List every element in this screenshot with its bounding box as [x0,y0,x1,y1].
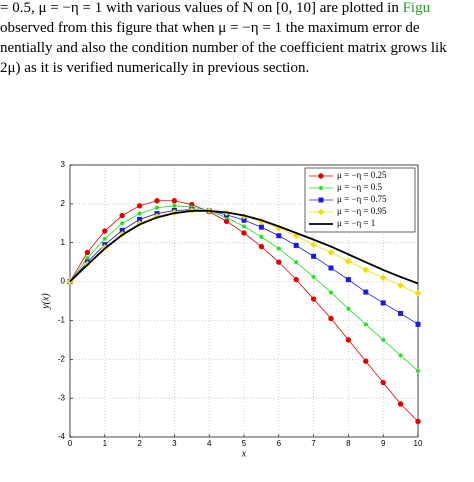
data-point [397,401,404,407]
data-point [363,289,369,295]
series-line [69,209,419,285]
text-line: nentially and also the condition number … [0,40,447,56]
y-tick-label: 3 [61,160,66,169]
data-point [84,249,91,256]
y-tick-label: -2 [58,354,66,363]
data-point [379,274,387,281]
legend-label: μ = −η = 1 [337,218,375,228]
text: = 0.5, μ = −η = 1 with various values of… [0,0,403,16]
data-point [415,368,421,374]
data-point [224,215,229,220]
data-point [346,306,351,311]
x-tick-label: 5 [242,439,247,448]
legend-marker [317,208,325,216]
y-tick-label: -4 [58,432,66,441]
data-point [241,230,247,236]
data-point [154,205,160,210]
data-point [414,289,422,297]
data-point [171,198,178,204]
data-point [363,322,368,327]
data-point [328,315,334,322]
data-point [137,211,142,216]
data-point [119,212,125,219]
data-point [327,249,335,256]
data-point [136,203,143,209]
data-point [85,256,90,261]
text-line: = 0.5, μ = −η = 1 with various values of… [0,0,430,17]
y-tick-label: 0 [61,277,66,286]
text-line: observed from this figure that when μ = … [0,20,420,36]
data-point [363,358,369,364]
data-point [345,258,352,265]
y-tick-label: 2 [61,199,66,208]
data-point [293,276,299,283]
plot-frame [69,164,419,438]
data-point [172,203,177,208]
x-tick-label: 2 [137,439,142,448]
legend: μ = −η = 0.25 μ = −η = 0.5 μ = −η = 0.75 μ … [304,167,416,233]
y-tick-label: 1 [61,238,66,247]
x-axis-label: x [241,448,247,459]
legend-marker [318,197,324,203]
data-point [380,379,386,386]
x-tick-label: 6 [277,439,282,448]
legend-label: μ = −η = 0.25 [337,170,387,180]
data-point [328,265,334,271]
x-tick-label: 10 [414,439,423,448]
y-axis-label: y(x) [40,293,51,310]
data-point [380,300,386,306]
x-tick-label: 9 [381,439,386,448]
x-tick-label: 8 [346,439,351,448]
data-point [328,290,334,295]
data-point [362,266,370,274]
data-point [241,224,247,229]
text-line: 2μ) as it is verified numerically in pre… [0,60,310,76]
data-point [258,243,265,250]
legend-label: μ = −η = 0.5 [337,182,383,192]
x-tick-label: 0 [68,439,73,448]
data-point [189,204,194,210]
data-point [120,221,125,226]
legend-label: μ = −η = 0.95 [337,206,387,216]
data-point [381,337,386,343]
data-point [293,242,299,248]
data-point [398,353,403,358]
y-tick-label: -3 [58,393,66,402]
data-point [258,224,264,230]
data-point [345,277,351,283]
data-point [223,218,230,225]
data-point [397,282,404,289]
data-point [415,321,421,327]
legend-marker [318,185,324,191]
data-point [415,418,421,425]
data-point [276,246,281,251]
data-point [311,274,316,280]
y-tick-label: -1 [58,316,66,325]
legend-label: μ = −η = 0.75 [337,194,387,204]
x-tick-label: 4 [207,439,212,448]
x-tick-label: 7 [311,439,316,448]
data-point [345,337,352,343]
x-tick-label: 1 [103,439,108,448]
data-point [311,253,317,259]
data-point [310,296,317,302]
data-point [102,236,107,242]
data-point [398,310,404,316]
data-point [276,233,282,239]
data-point [154,198,160,204]
data-point [294,259,299,265]
data-point [102,228,108,234]
figure-link[interactable]: Figu [402,0,431,16]
x-tick-label: 3 [172,439,177,448]
data-point [259,234,264,240]
legend-marker [318,173,324,179]
data-point [310,241,317,248]
data-point [276,259,282,265]
